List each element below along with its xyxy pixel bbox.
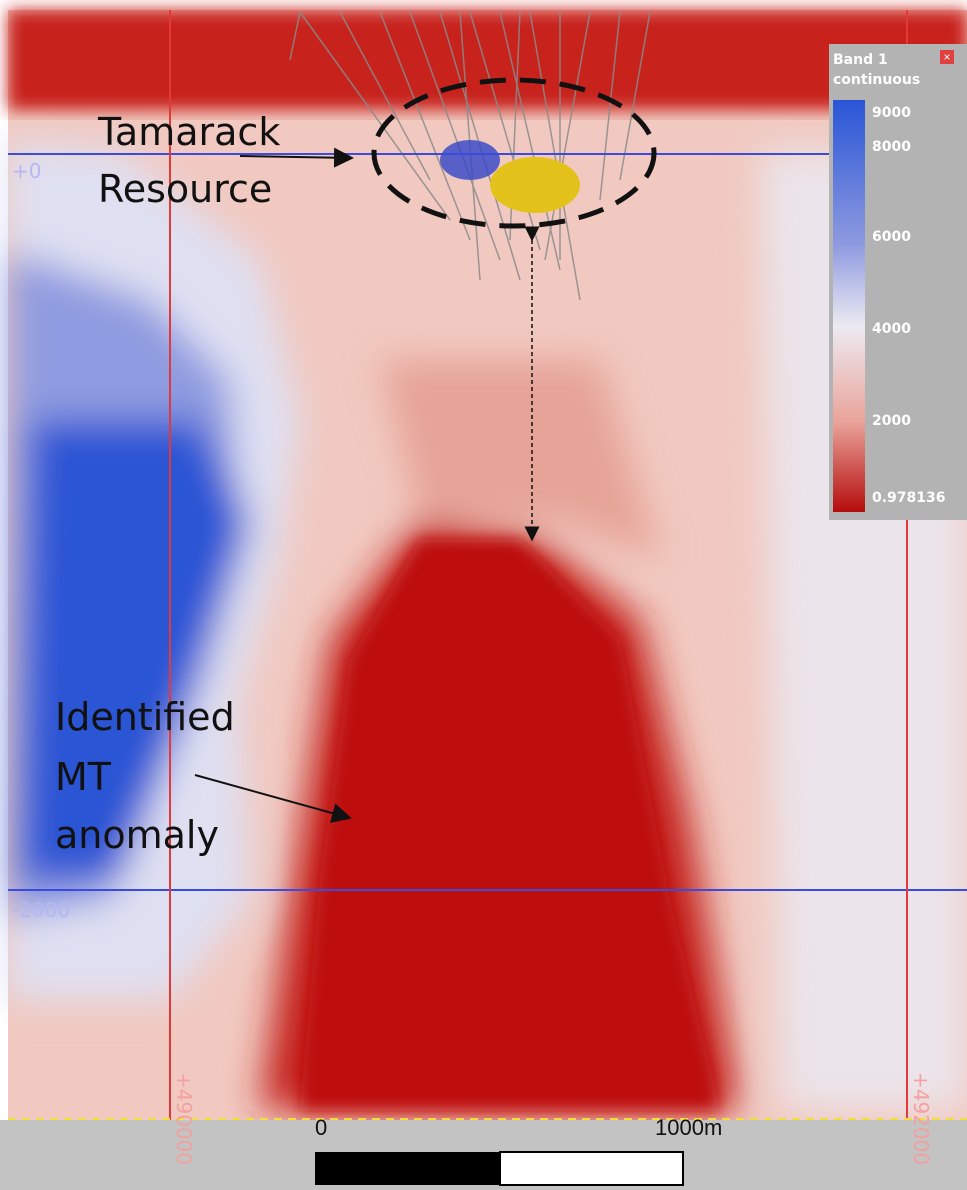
scale-bar [315, 1152, 500, 1185]
annotation: Identified [55, 695, 235, 739]
legend-tick-label: 0.978136 [872, 490, 946, 506]
legend-tick-label: 9000 [872, 105, 911, 121]
scale-end: 1000m [655, 1115, 722, 1140]
legend-tick-label: 8000 [872, 139, 911, 155]
easting-label: +490000 [172, 1072, 196, 1165]
legend-tick-label: 2000 [872, 413, 911, 429]
close-icon[interactable]: × [943, 50, 950, 64]
easting-label: +492000 [909, 1072, 933, 1165]
scale-start: 0 [315, 1115, 327, 1140]
annotation: anomaly [55, 813, 219, 857]
annotation: Tamarack [97, 110, 280, 154]
legend-tick-label: 4000 [872, 321, 911, 337]
depth-label: +0 [12, 159, 41, 183]
annotation: Resource [98, 167, 272, 211]
annotation: MT [55, 755, 112, 799]
depth-label: -2000 [12, 898, 70, 922]
section-view: +0 -2000 +490000 +492000 0 1000m Tamarac… [0, 0, 967, 1190]
legend-title: Band 1 [833, 52, 888, 68]
legend-tick-label: 6000 [872, 229, 911, 245]
scale-bar [500, 1152, 683, 1185]
legend-title: continuous [833, 72, 920, 88]
